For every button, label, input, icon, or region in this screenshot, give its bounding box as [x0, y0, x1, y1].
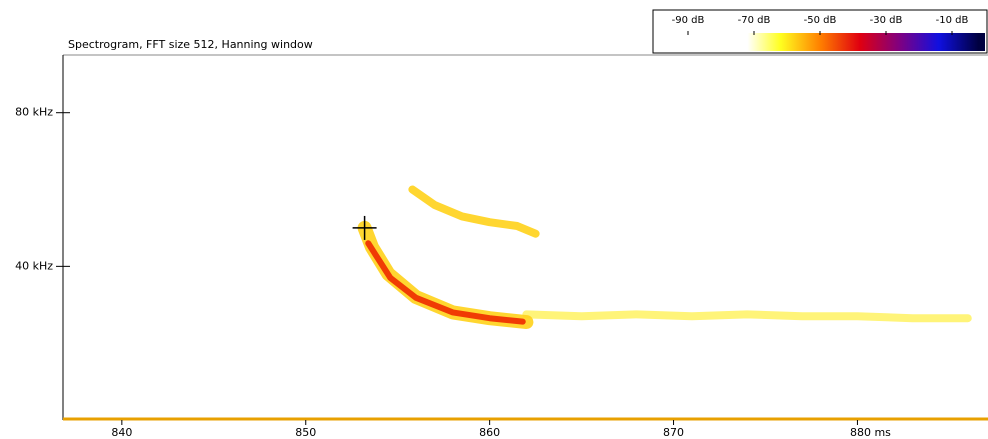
x-tick-label: 870 — [663, 426, 684, 439]
colorbar-tick-label: -10 dB — [936, 15, 969, 26]
x-tick-label: 840 — [111, 426, 132, 439]
colorbar-tick-label: -30 dB — [870, 15, 903, 26]
y-tick-label: 80 kHz — [15, 106, 53, 119]
colorbar-tick-label: -90 dB — [672, 15, 705, 26]
colorbar-tick-label: -70 dB — [738, 15, 771, 26]
y-tick-label: 40 kHz — [15, 259, 53, 272]
x-tick-label: 880 ms — [850, 426, 891, 439]
colorbar-tick-label: -50 dB — [804, 15, 837, 26]
colorbar — [655, 33, 985, 51]
energy-trace — [408, 185, 540, 238]
chart-title: Spectrogram, FFT size 512, Hanning windo… — [68, 38, 313, 51]
x-tick-label: 860 — [479, 426, 500, 439]
energy-trace — [522, 310, 972, 323]
energy-trace — [365, 240, 526, 325]
x-tick-label: 850 — [295, 426, 316, 439]
